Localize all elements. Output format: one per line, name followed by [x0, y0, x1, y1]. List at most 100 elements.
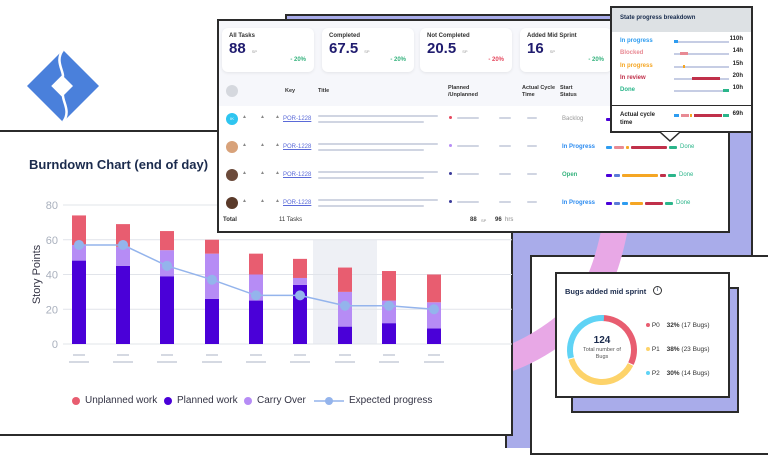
header-start-status[interactable]: Start Status — [560, 85, 577, 98]
legend-expected: Expected progress — [314, 395, 432, 406]
x-tick-placeholder — [157, 361, 177, 363]
cycle-segment — [680, 114, 689, 117]
x-tick-placeholder — [428, 354, 440, 356]
start-status: Backlog — [562, 116, 584, 122]
x-tick-placeholder — [202, 361, 222, 363]
legend-carry-over: Carry Over — [244, 395, 306, 406]
x-tick-placeholder — [117, 354, 129, 356]
stat-card: All Tasks 88 SP - 20% — [222, 28, 314, 72]
end-status: Done — [676, 200, 691, 206]
sort-icon: ▲ — [260, 198, 265, 204]
header-key[interactable]: Key — [285, 88, 296, 94]
total-label: Total — [223, 217, 237, 223]
state-hours: 14h — [732, 48, 743, 55]
y-tick-label: 80 — [46, 200, 58, 212]
bar-unplanned-work — [116, 224, 130, 247]
y-axis-label: Story Points — [31, 244, 43, 304]
end-status: Done — [680, 144, 695, 150]
bar-carry-over — [293, 277, 307, 285]
bar-unplanned-work — [427, 274, 441, 303]
stat-label: All Tasks — [229, 33, 255, 39]
state-label: In progress — [620, 62, 653, 69]
bar-planned-work — [205, 298, 219, 344]
expected-progress-point — [162, 260, 172, 271]
bar-planned-work — [72, 260, 86, 344]
bugs-total: 124 — [593, 335, 611, 346]
expected-progress-point — [340, 300, 350, 311]
state-bar — [680, 52, 688, 56]
start-status: In Progress — [562, 200, 596, 206]
table-row[interactable]: ▲ ▲ ▲ POR-1228 In Progress Done — [220, 134, 726, 160]
x-tick-placeholder — [290, 361, 310, 363]
avatar — [226, 169, 238, 181]
info-icon[interactable]: i — [653, 286, 662, 295]
x-tick-placeholder — [246, 361, 266, 363]
state-label: In review — [620, 74, 646, 81]
x-tick-placeholder — [379, 361, 399, 363]
header-planned[interactable]: Planned /Unplanned — [448, 85, 478, 98]
progress-segment — [606, 146, 612, 149]
total-tasks: 11 Tasks — [279, 217, 303, 223]
cycle-segment — [723, 114, 729, 117]
issue-key-link[interactable]: POR-1228 — [283, 144, 312, 150]
bugs-title: Bugs added mid sprint — [565, 287, 647, 296]
issue-key-link[interactable]: POR-1228 — [283, 200, 312, 206]
stat-value: 88 — [229, 40, 246, 57]
x-tick-placeholder — [250, 354, 262, 356]
bugs-total-label: Total number of Bugs — [583, 347, 621, 360]
bar-unplanned-work — [382, 271, 396, 301]
jira-logo-icon — [27, 50, 99, 122]
progress-segment — [631, 146, 667, 149]
issue-key-link[interactable]: POR-1228 — [283, 116, 312, 122]
table-row[interactable]: ▲ ▲ ▲ POR-1228 In Progress Done — [220, 190, 726, 216]
progress-segment — [645, 202, 663, 205]
sort-icon: ▲ — [275, 170, 280, 176]
state-label: Blocked — [620, 50, 644, 57]
issue-key-link[interactable]: POR-1228 — [283, 172, 312, 178]
bar-planned-work — [293, 284, 307, 344]
sort-icon: ▲ — [242, 170, 247, 176]
header-title[interactable]: Title — [318, 88, 330, 94]
bug-legend-item: P0 32% (17 Bugs) — [646, 322, 710, 329]
table-row[interactable]: ▲ ▲ ▲ POR-1228 Open Done — [220, 162, 726, 188]
planned-dot — [449, 200, 452, 203]
sort-icon: ▲ — [275, 198, 280, 204]
progress-segment — [622, 174, 658, 177]
bar-unplanned-work — [205, 239, 219, 254]
stat-change: - 20% — [290, 57, 306, 63]
x-tick-placeholder — [335, 361, 355, 363]
total-sp: 88 — [470, 217, 477, 223]
actual-cycle-hours: 69h — [732, 111, 743, 117]
stat-value: 16 — [527, 40, 544, 57]
progress-segment — [606, 174, 612, 177]
start-status: Open — [562, 172, 578, 178]
planned-dot — [449, 172, 452, 175]
donut-slice-p1 — [568, 358, 634, 385]
progress-segment — [626, 146, 629, 149]
x-tick-placeholder — [69, 361, 89, 363]
avatar — [226, 141, 238, 153]
stat-change: - 20% — [390, 57, 406, 63]
end-status: Done — [679, 172, 694, 178]
y-tick-label: 40 — [46, 270, 58, 282]
x-tick-placeholder — [206, 354, 218, 356]
header-cycle-time[interactable]: Actual Cycle Time — [522, 85, 556, 98]
bar-carry-over — [72, 244, 86, 261]
expected-progress-point — [207, 274, 217, 285]
chart-title: Burndown Chart (end of day) — [29, 157, 209, 172]
donut-slice-p0 — [601, 315, 637, 365]
avatar: IK — [226, 113, 238, 125]
sort-icon: ▲ — [275, 114, 280, 120]
bar-planned-work — [382, 323, 396, 344]
bar-planned-work — [160, 276, 174, 344]
expected-progress-point — [384, 300, 394, 311]
table-row[interactable]: IK ▲ ▲ ▲ POR-1228 Backlog — [220, 106, 726, 132]
progress-segment — [630, 202, 643, 205]
sort-icon: ▲ — [275, 142, 280, 148]
state-label: In progress — [620, 38, 653, 44]
stat-card: Added Mid Sprint 16 SP - 20% — [520, 28, 612, 72]
bar-planned-work — [338, 326, 352, 344]
stat-value: 67.5 — [329, 40, 359, 57]
legend-planned: Planned work — [164, 395, 238, 406]
bar-unplanned-work — [249, 253, 263, 275]
